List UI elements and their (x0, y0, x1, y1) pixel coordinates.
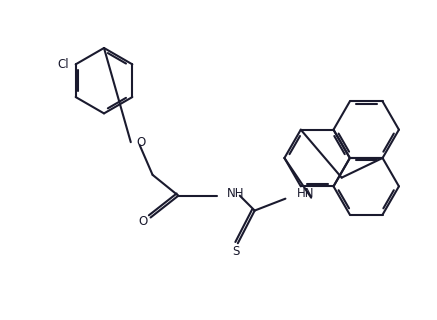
Text: S: S (232, 245, 239, 258)
Text: NH: NH (227, 187, 244, 200)
Text: HN: HN (297, 187, 315, 200)
Text: Cl: Cl (57, 58, 69, 71)
Text: O: O (137, 136, 146, 149)
Text: O: O (138, 215, 147, 228)
